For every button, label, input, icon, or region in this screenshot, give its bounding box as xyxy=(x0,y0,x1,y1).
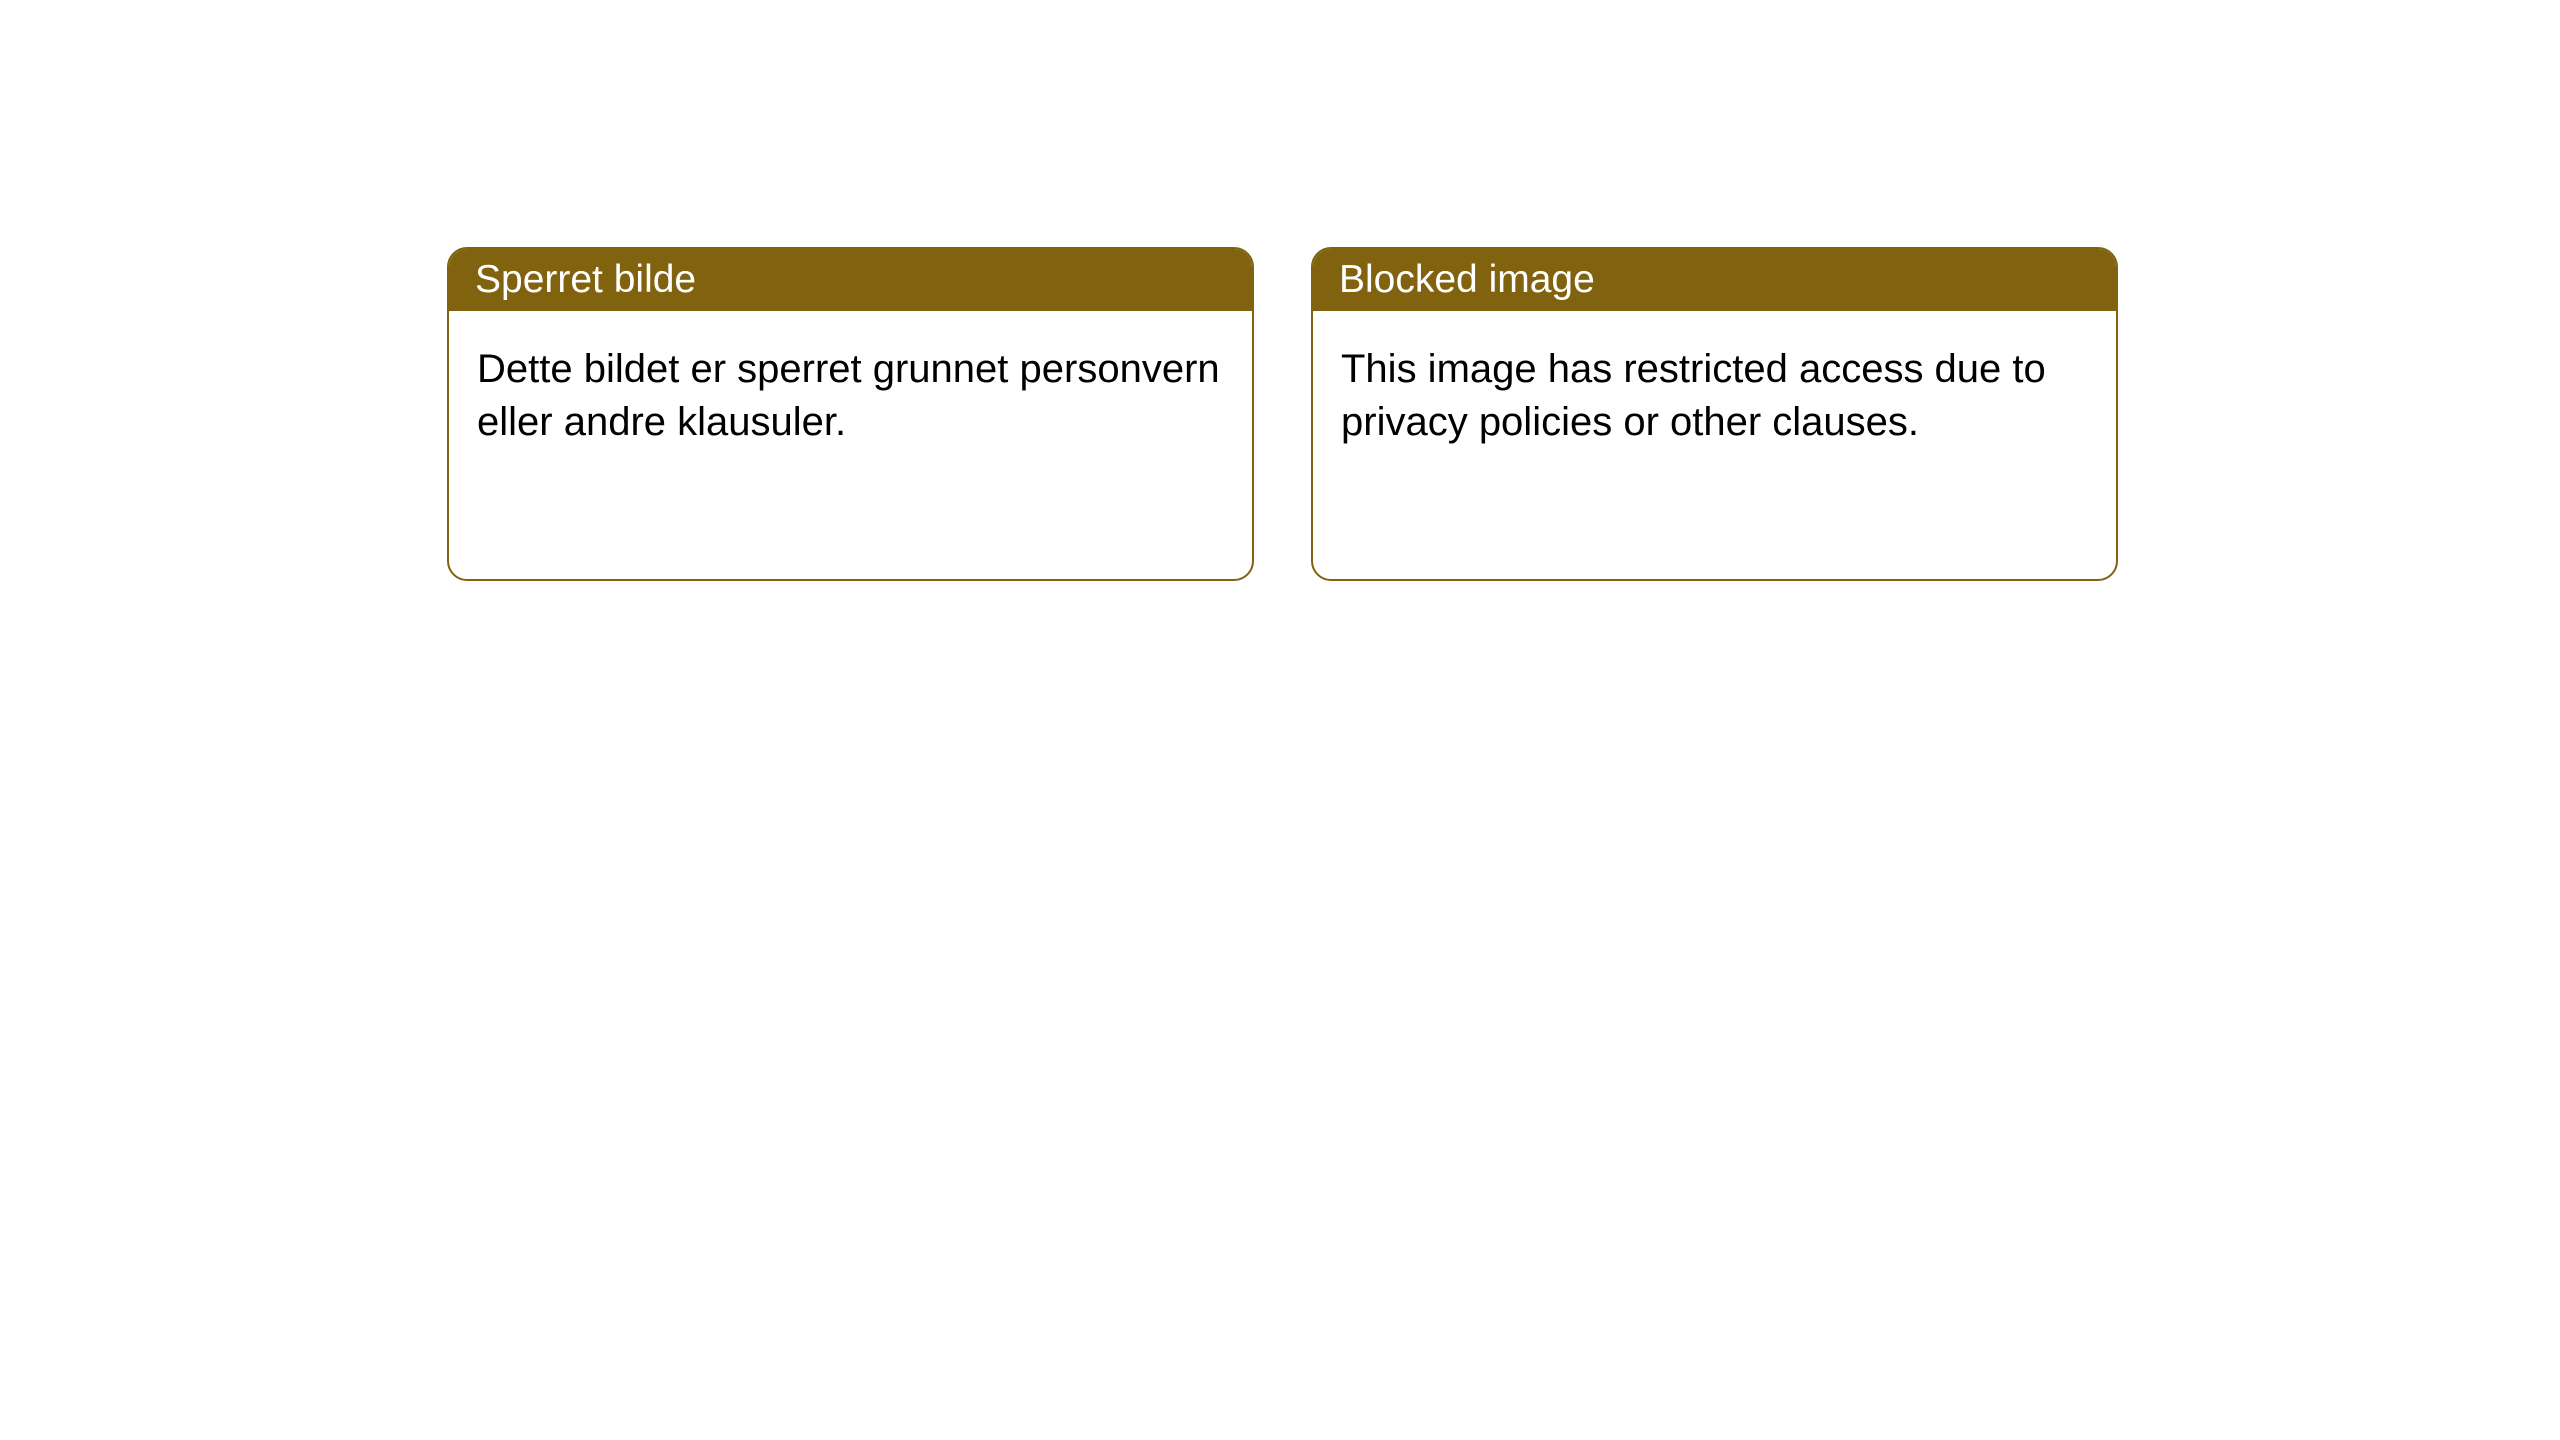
notice-card-english: Blocked image This image has restricted … xyxy=(1311,247,2118,581)
notice-card-norwegian: Sperret bilde Dette bildet er sperret gr… xyxy=(447,247,1254,581)
body-text: This image has restricted access due to … xyxy=(1341,347,2046,444)
header-title: Blocked image xyxy=(1339,258,1595,302)
header-title: Sperret bilde xyxy=(475,258,696,302)
card-body: Dette bildet er sperret grunnet personve… xyxy=(449,311,1252,481)
card-header: Sperret bilde xyxy=(449,249,1252,311)
card-header: Blocked image xyxy=(1313,249,2116,311)
notice-cards-container: Sperret bilde Dette bildet er sperret gr… xyxy=(0,247,2560,581)
body-text: Dette bildet er sperret grunnet personve… xyxy=(477,347,1220,444)
card-body: This image has restricted access due to … xyxy=(1313,311,2116,481)
